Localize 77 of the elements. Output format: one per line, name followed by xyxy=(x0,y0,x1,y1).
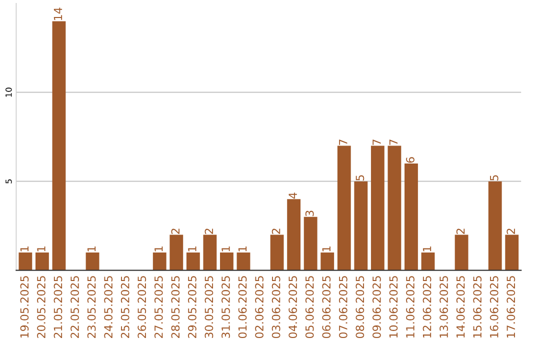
bar xyxy=(86,252,100,270)
data-label: 1 xyxy=(222,246,230,252)
data-label: 2 xyxy=(204,228,214,234)
x-tick-label: 20.05.2025 xyxy=(37,276,46,338)
data-label: 7 xyxy=(339,140,348,145)
x-tick-label: 08.06.2025 xyxy=(356,276,364,338)
data-label: 1 xyxy=(37,246,46,252)
bar xyxy=(236,252,250,270)
x-tick-label: 15.06.2025 xyxy=(473,276,482,338)
x-tick-label: 17.06.2025 xyxy=(506,276,516,338)
data-label: 5 xyxy=(490,175,498,180)
bar xyxy=(304,216,318,270)
bar xyxy=(488,181,502,270)
x-tick-label: 25.05.2025 xyxy=(120,276,130,338)
bar xyxy=(52,21,66,270)
x-tick-label: 28.05.2025 xyxy=(171,276,180,338)
bar xyxy=(421,252,435,270)
x-tick-label: 27.05.2025 xyxy=(154,276,163,338)
data-label: 7 xyxy=(389,140,398,145)
x-tick-label: 30.05.2025 xyxy=(204,276,214,338)
x-tick-label: 16.06.2025 xyxy=(490,276,498,338)
data-label: 1 xyxy=(422,246,432,252)
x-tick-label: 24.05.2025 xyxy=(104,276,113,338)
x-tick-label: 23.05.2025 xyxy=(87,276,96,338)
x-tick-label: 02.06.2025 xyxy=(255,276,264,338)
x-tick-label: 12.06.2025 xyxy=(422,276,432,338)
bar xyxy=(354,181,368,270)
bar xyxy=(404,164,418,270)
bar xyxy=(370,146,384,270)
x-tick-label: 14.06.2025 xyxy=(456,276,465,338)
bar xyxy=(388,146,402,270)
bar xyxy=(270,234,284,270)
data-label: 5 xyxy=(356,175,364,180)
bar xyxy=(220,252,234,270)
data-label: 1 xyxy=(87,246,96,252)
x-tick-label: 22.05.2025 xyxy=(70,276,79,338)
bar xyxy=(454,234,468,270)
x-tick-label: 03.06.2025 xyxy=(272,276,280,338)
data-label: 4 xyxy=(288,192,297,199)
x-tick-label: 09.06.2025 xyxy=(372,276,381,338)
bar xyxy=(203,234,217,270)
x-tick-label: 26.05.2025 xyxy=(138,276,146,338)
x-tick-label: 07.06.2025 xyxy=(338,276,348,338)
data-label: 14 xyxy=(54,8,62,20)
data-label: 1 xyxy=(154,246,163,252)
x-tick-label: 10.06.2025 xyxy=(389,276,398,338)
data-label: 2 xyxy=(272,228,280,234)
x-tick-label: 06.06.2025 xyxy=(322,276,331,338)
data-label: 7 xyxy=(372,140,381,145)
x-tick-label: 13.06.2025 xyxy=(440,276,448,338)
data-label: 1 xyxy=(20,246,28,252)
data-label: 1 xyxy=(188,246,196,252)
bar xyxy=(287,199,301,270)
bar xyxy=(170,234,184,270)
x-tick-label: 31.05.2025 xyxy=(222,276,230,338)
data-label: 1 xyxy=(322,246,330,252)
bar xyxy=(320,252,334,270)
bar xyxy=(18,252,32,270)
x-tick-label: 19.05.2025 xyxy=(20,276,29,338)
x-tick-label: 01.06.2025 xyxy=(238,276,247,338)
x-tick-label: 05.06.2025 xyxy=(305,276,314,338)
bar xyxy=(186,252,200,270)
data-label: 2 xyxy=(456,228,465,234)
bar xyxy=(152,252,166,270)
bar xyxy=(505,234,519,270)
data-label: 2 xyxy=(506,228,515,234)
data-label: 3 xyxy=(305,210,314,216)
data-label: 2 xyxy=(171,228,180,234)
data-label: 6 xyxy=(406,157,414,163)
x-tick-label: 11.06.2025 xyxy=(406,276,414,338)
x-tick-label: 21.05.2025 xyxy=(54,276,62,338)
bar xyxy=(35,252,49,270)
x-tick-label: 29.05.2025 xyxy=(188,276,196,338)
y-tick-label: 10 xyxy=(6,88,12,97)
bar xyxy=(337,146,351,270)
x-tick-label: 04.06.2025 xyxy=(288,276,298,338)
data-label: 1 xyxy=(238,246,247,252)
